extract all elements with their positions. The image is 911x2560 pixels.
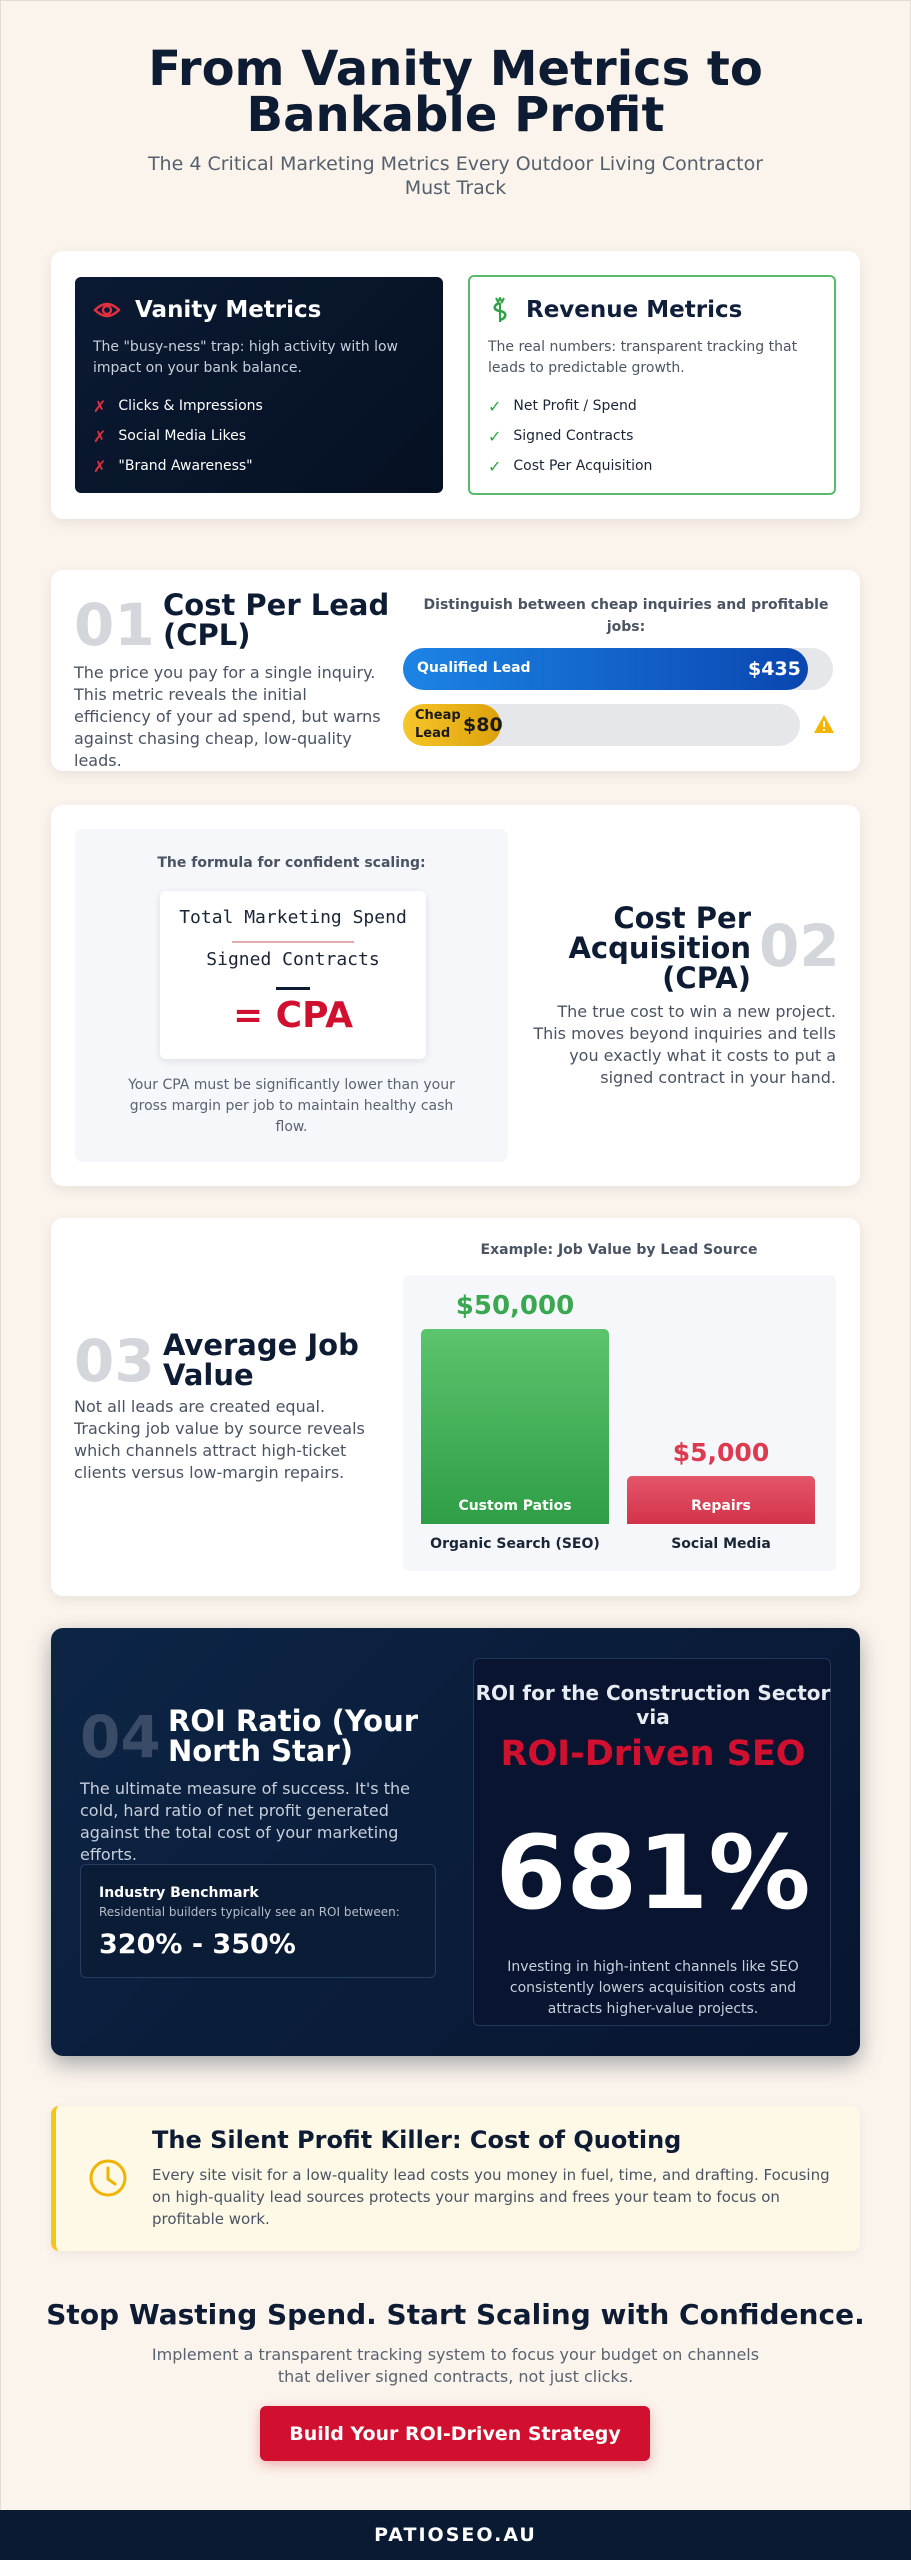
vanity-header: Vanity Metrics bbox=[93, 297, 425, 323]
ajv-title: Average Job Value bbox=[163, 1328, 359, 1392]
list-item-label: Signed Contracts bbox=[513, 428, 634, 444]
list-item-label: "Brand Awareness" bbox=[118, 458, 253, 474]
list-item-label: Net Profit / Spend bbox=[513, 398, 637, 414]
cpa-title: Cost Per Acquisition (CPA) bbox=[568, 901, 751, 995]
cta-title: Stop Wasting Spend. Start Scaling with C… bbox=[46, 2298, 865, 2331]
revenue-header: Revenue Metrics bbox=[488, 297, 816, 323]
cheap-lead-value: $80 bbox=[463, 714, 503, 736]
cpa-formula-panel: The formula for confident scaling: Total… bbox=[75, 829, 508, 1162]
cheap-lead-fill bbox=[403, 704, 501, 746]
page-title: From Vanity Metrics to Bankable Profit bbox=[148, 41, 763, 143]
cpa-desc: The true cost to win a new project. This… bbox=[533, 1002, 836, 1087]
qualified-lead-bar: Qualified Lead $435 bbox=[403, 648, 833, 690]
chart-category-label: Organic Search (SEO) bbox=[430, 1536, 600, 1552]
roi-title: ROI Ratio (Your North Star) bbox=[168, 1704, 419, 1768]
cpl-title: Cost Per Lead (CPL) bbox=[163, 588, 390, 652]
x-icon: ✗ bbox=[93, 396, 107, 416]
footer-brand: PATIOSEO.AU bbox=[374, 2524, 537, 2546]
cpa-formula-box: Total Marketing Spend Signed Contracts =… bbox=[160, 891, 426, 1059]
cpa-result: = CPA bbox=[232, 995, 354, 1036]
revenue-metrics-card: Revenue Metrics The real numbers: transp… bbox=[468, 275, 836, 495]
cpa-note: Your CPA must be significantly lower tha… bbox=[128, 1077, 455, 1135]
cpa-numerator: Total Marketing Spend bbox=[179, 907, 407, 928]
chart-category-label: Social Media bbox=[671, 1536, 771, 1552]
chart-title: Example: Job Value by Lead Source bbox=[480, 1242, 758, 1258]
benchmark-subtitle: Residential builders typically see an RO… bbox=[99, 1905, 400, 1919]
cheap-lead-label: Cheap Lead bbox=[415, 708, 461, 741]
benchmark-value: 320% - 350% bbox=[99, 1929, 296, 1960]
list-item: ✓ Cost Per Acquisition bbox=[488, 451, 816, 481]
eye-icon bbox=[93, 302, 121, 318]
section-number: 02 bbox=[759, 912, 840, 980]
roi-section: 04 ROI Ratio (Your North Star) The ultim… bbox=[51, 1628, 860, 2056]
equals-divider bbox=[276, 987, 310, 990]
roi-highlight-panel: ROI for the Construction Sector via ROI-… bbox=[473, 1658, 831, 2026]
roi-panel-highlight: ROI-Driven SEO bbox=[500, 1734, 806, 1774]
vanity-title: Vanity Metrics bbox=[135, 297, 322, 323]
page-subtitle: The 4 Critical Marketing Metrics Every O… bbox=[147, 153, 764, 199]
revenue-title: Revenue Metrics bbox=[526, 297, 743, 323]
build-strategy-button[interactable]: Build Your ROI-Driven Strategy bbox=[260, 2406, 650, 2461]
roi-value: 681% bbox=[495, 1814, 811, 1933]
cpa-formula-title: The formula for confident scaling: bbox=[157, 855, 426, 871]
roi-panel-title: ROI for the Construction Sector via bbox=[475, 1681, 831, 1729]
footer: PATIOSEO.AU bbox=[0, 2510, 911, 2560]
quoting-callout: The Silent Profit Killer: Cost of Quotin… bbox=[51, 2106, 860, 2251]
fraction-divider bbox=[232, 941, 354, 943]
chart-bar bbox=[421, 1329, 609, 1524]
section-number: 04 bbox=[80, 1703, 161, 1771]
revenue-desc: The real numbers: transparent tracking t… bbox=[488, 339, 798, 376]
chart-bar bbox=[627, 1476, 815, 1524]
ajv-desc: Not all leads are created equal. Trackin… bbox=[74, 1397, 365, 1482]
cta-subtitle: Implement a transparent tracking system … bbox=[151, 2345, 760, 2386]
list-item: ✓ Net Profit / Spend bbox=[488, 391, 816, 421]
vanity-metrics-card: Vanity Metrics The "busy-ness" trap: hig… bbox=[75, 277, 443, 493]
x-icon: ✗ bbox=[93, 426, 107, 446]
chart-value-label: $5,000 bbox=[672, 1438, 770, 1467]
check-icon: ✓ bbox=[488, 426, 502, 446]
quote-desc: Every site visit for a low-quality lead … bbox=[152, 2166, 830, 2228]
clock-icon bbox=[89, 2159, 127, 2197]
list-item: ✓ Signed Contracts bbox=[488, 421, 816, 451]
qualified-lead-fill bbox=[403, 648, 808, 690]
job-value-chart: $50,000 Custom Patios Organic Search (SEO)… bbox=[403, 1275, 836, 1571]
ajv-section: 03 Average Job Value Not all leads are c… bbox=[51, 1218, 860, 1596]
industry-benchmark-box: Industry Benchmark Residential builders … bbox=[80, 1864, 436, 1978]
warning-icon bbox=[814, 715, 834, 733]
check-icon: ✓ bbox=[488, 396, 502, 416]
roi-desc: The ultimate measure of success. It's th… bbox=[80, 1779, 410, 1864]
qualified-lead-value: $435 bbox=[748, 658, 801, 680]
cheap-lead-bar: Cheap Lead $80 bbox=[403, 704, 800, 746]
cpa-denominator: Signed Contracts bbox=[206, 949, 380, 970]
chart-bar-label: Repairs bbox=[691, 1498, 751, 1514]
cpa-section: The formula for confident scaling: Total… bbox=[51, 805, 860, 1186]
list-item-label: Social Media Likes bbox=[118, 428, 247, 444]
list-item: ✗ Clicks & Impressions bbox=[93, 391, 425, 421]
chart-value-label: $50,000 bbox=[455, 1291, 575, 1321]
revenue-list: ✓ Net Profit / Spend ✓ Signed Contracts ✓ C… bbox=[488, 391, 816, 481]
chart-bar-label: Custom Patios bbox=[458, 1498, 572, 1514]
vanity-desc: The "busy-ness" trap: high activity with… bbox=[93, 339, 398, 376]
cpl-section: 01 Cost Per Lead (CPL) The price you pay… bbox=[51, 570, 860, 771]
list-item-label: Cost Per Acquisition bbox=[513, 458, 653, 474]
section-number: 03 bbox=[74, 1327, 155, 1395]
list-item: ✗ Social Media Likes bbox=[93, 421, 425, 451]
cpl-chart-title: Distinguish between cheap inquiries and … bbox=[423, 597, 829, 635]
roi-panel-note: Investing in high-intent channels like S… bbox=[507, 1959, 799, 2017]
check-icon: ✓ bbox=[488, 456, 502, 476]
list-item-label: Clicks & Impressions bbox=[118, 398, 263, 414]
comparison-section: Vanity Metrics The "busy-ness" trap: hig… bbox=[51, 251, 860, 519]
quote-title: The Silent Profit Killer: Cost of Quotin… bbox=[152, 2126, 682, 2154]
vanity-list: ✗ Clicks & Impressions ✗ Social Media Like… bbox=[93, 391, 425, 481]
x-icon: ✗ bbox=[93, 456, 107, 476]
qualified-lead-label: Qualified Lead bbox=[417, 660, 531, 676]
money-icon bbox=[493, 297, 507, 322]
benchmark-title: Industry Benchmark bbox=[99, 1885, 259, 1901]
cpl-desc: The price you pay for a single inquiry. … bbox=[74, 663, 381, 770]
list-item: ✗ "Brand Awareness" bbox=[93, 451, 425, 481]
section-number: 01 bbox=[74, 591, 155, 659]
